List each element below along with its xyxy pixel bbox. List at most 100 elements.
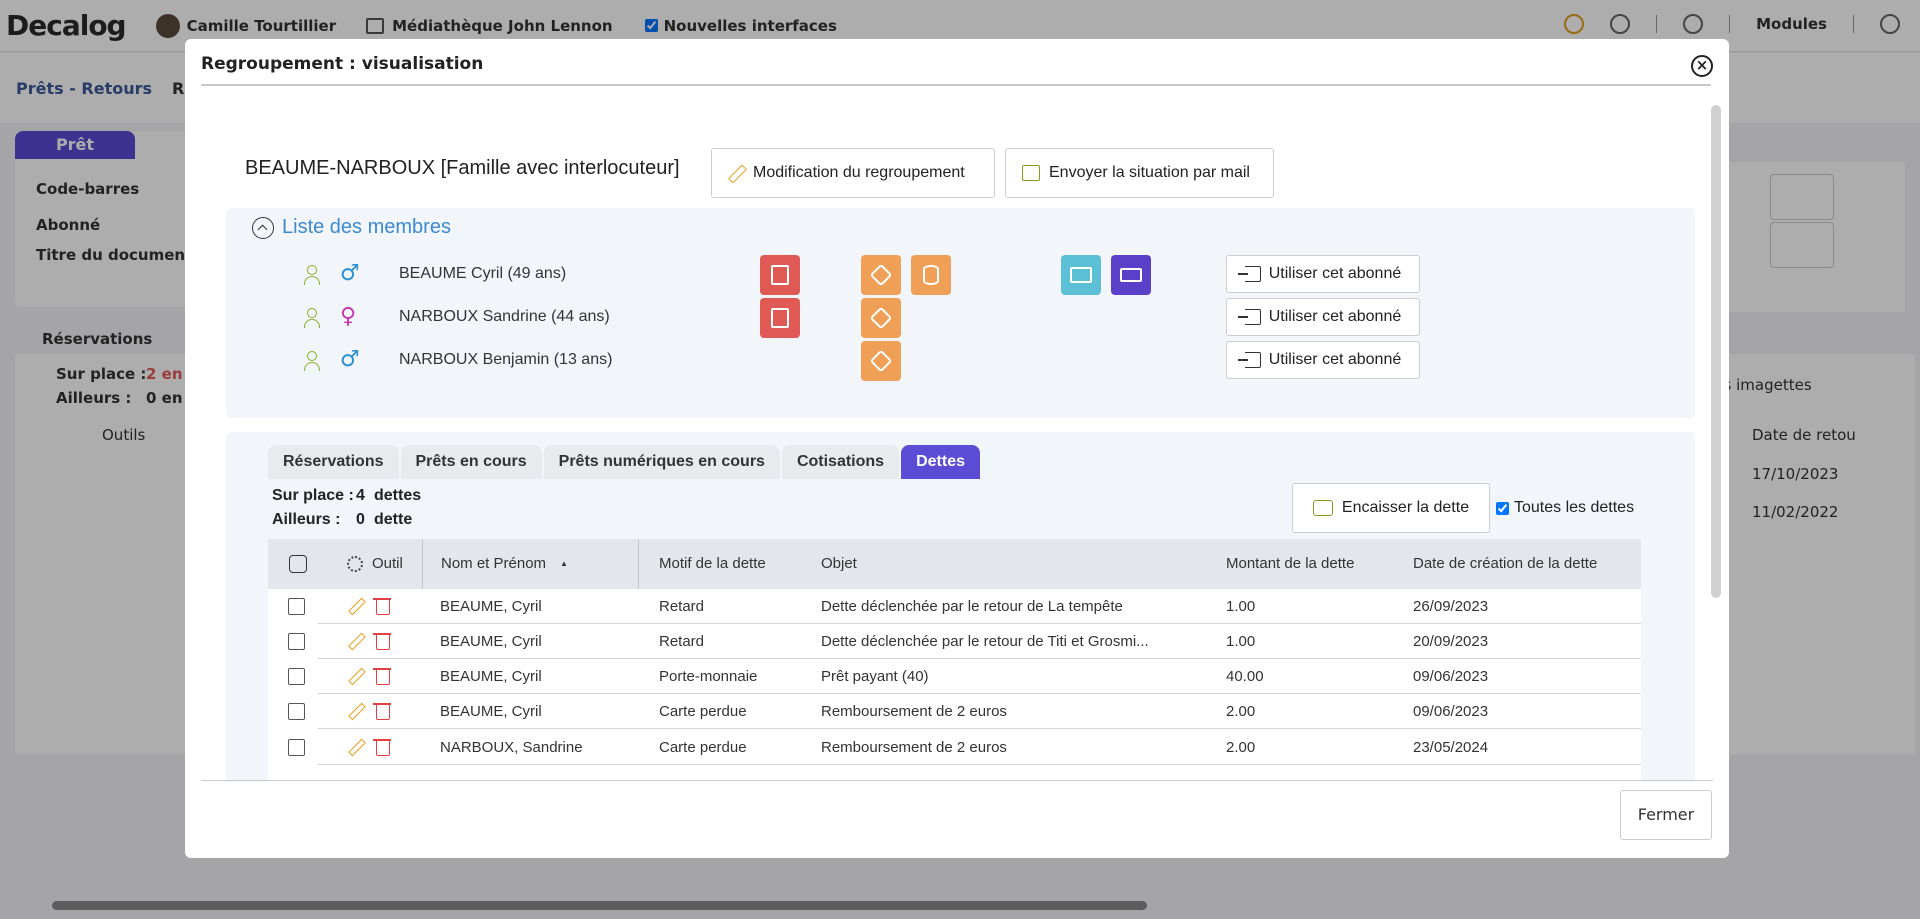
app-logo[interactable]: Decalog [6,9,127,42]
modal-body: BEAUME-NARBOUX [Famille avec interlocute… [220,102,1695,782]
modify-group-button[interactable]: Modification du regroupement [711,148,995,198]
divider [1729,15,1731,33]
col-reason[interactable]: Motif de la dette [659,555,766,572]
cell-date: 09/06/2023 [1413,703,1489,720]
table-row[interactable]: BEAUME, Cyril Carte perdue Remboursement… [268,694,1641,729]
collect-debt-button[interactable]: Encaisser la dette [1292,483,1490,533]
col-object[interactable]: Objet [821,555,857,572]
all-debts-checkbox[interactable] [1496,501,1509,515]
broadcast-icon[interactable] [1564,14,1585,34]
use-subscriber-label: Utiliser cet abonné [1268,265,1402,282]
cell-object: Remboursement de 2 euros [821,703,1007,720]
nav-prets-retours[interactable]: Prêts - Retours [16,79,153,98]
card-badge-icon[interactable] [760,255,800,295]
sur-place-label: Sur place : [272,487,354,504]
select-all-checkbox[interactable] [289,555,307,573]
new-interfaces-checkbox[interactable] [644,19,658,32]
group-modal: Regroupement : visualisation × BEAUME-NA… [185,39,1729,858]
pencil-icon[interactable] [348,668,364,684]
tag-badge-icon[interactable] [861,341,901,381]
tab-reservations-bg[interactable]: Réservations [42,330,153,348]
row-checkbox[interactable] [288,633,305,650]
member-row: ♀ NARBOUX Sandrine (44 ans) Utiliser cet… [226,298,1695,338]
building-icon [366,17,385,34]
modal-scrollbar[interactable] [1711,105,1721,598]
col-divider[interactable] [638,539,639,589]
money-icon [1312,500,1333,516]
trash-icon[interactable] [373,633,391,650]
library-selector[interactable]: Médiathèque John Lennon [366,16,613,35]
tab-dettes[interactable]: Dettes [901,445,980,479]
row-checkbox[interactable] [288,598,305,615]
table-row[interactable]: BEAUME, Cyril Retard Dette déclenchée pa… [268,589,1641,624]
use-subscriber-button[interactable]: Utiliser cet abonné [1226,255,1420,293]
new-interfaces-toggle[interactable]: Nouvelles interfaces [644,17,837,35]
ailleurs-label: Ailleurs : [272,511,341,528]
ticket-badge-icon[interactable] [1111,255,1151,295]
col-tool[interactable]: Outil [372,555,403,572]
table-row[interactable]: NARBOUX, Sandrine Carte perdue Rembourse… [268,730,1641,765]
send-mail-button[interactable]: Envoyer la situation par mail [1005,148,1274,198]
cell-object: Prêt payant (40) [821,668,929,685]
close-icon[interactable]: × [1691,55,1713,77]
info-icon[interactable] [1880,14,1900,34]
sort-asc-icon[interactable]: ▲ [560,559,568,568]
login-icon [1237,309,1261,325]
outils-label-bg[interactable]: Outils [102,426,146,444]
row-checkbox[interactable] [288,668,305,685]
library-name: Médiathèque John Lennon [392,16,613,35]
tab-pret[interactable]: Prêt [15,131,135,159]
trash-icon[interactable] [373,598,391,615]
user-menu[interactable]: Camille Tourtillier [155,13,337,38]
message-badge-icon[interactable] [1061,255,1101,295]
pencil-icon[interactable] [348,598,364,614]
alert-button[interactable] [1770,174,1834,220]
cell-reason: Retard [659,633,705,650]
modify-group-label: Modification du regroupement [753,164,965,181]
tab-cotisations[interactable]: Cotisations [781,445,900,479]
debts-table: Outil Nom et Prénom ▲ Motif de la dette … [268,539,1641,782]
trash-icon[interactable] [373,703,391,720]
table-row[interactable]: BEAUME, Cyril Porte-monnaie Prêt payant … [268,659,1641,694]
user-name: Camille Tourtillier [186,16,337,35]
pencil-icon[interactable] [348,703,364,719]
database-badge-icon[interactable] [911,255,951,295]
pencil-icon [728,165,744,181]
col-date[interactable]: Date de création de la dette [1413,555,1598,572]
close-button[interactable]: Fermer [1620,790,1712,840]
tab-reservations[interactable]: Réservations [268,445,399,479]
tab-prets-numeriques[interactable]: Prêts numériques en cours [543,445,780,479]
chevron-up-icon [252,216,274,239]
cell-amount: 2.00 [1226,739,1256,756]
send-mail-label: Envoyer la situation par mail [1049,164,1250,181]
use-subscriber-button[interactable]: Utiliser cet abonné [1226,341,1420,379]
card-badge-icon[interactable] [760,298,800,338]
bell-icon[interactable] [1610,14,1631,34]
all-debts-toggle[interactable]: Toutes les dettes [1496,499,1634,517]
row-checkbox[interactable] [288,703,305,720]
gear-icon[interactable] [347,556,363,572]
table-row[interactable]: BEAUME, Cyril Retard Dette déclenchée pa… [268,624,1641,659]
use-subscriber-button[interactable]: Utiliser cet abonné [1226,298,1420,336]
modules-menu[interactable]: Modules [1756,15,1827,33]
sur-place-count: 4 [356,487,365,504]
cell-date: 26/09/2023 [1413,598,1489,615]
edit-button[interactable] [1770,222,1834,268]
col-amount[interactable]: Montant de la dette [1226,555,1355,572]
col-name[interactable]: Nom et Prénom [441,555,547,572]
modal-title: Regroupement : visualisation [201,54,484,74]
pencil-icon[interactable] [348,633,364,649]
date-retour-1: 17/10/2023 [1752,465,1839,483]
tab-prets-en-cours[interactable]: Prêts en cours [400,445,542,479]
pencil-icon[interactable] [348,739,364,755]
trash-icon[interactable] [373,739,391,756]
sur-place-value-bg: 2 en [146,365,183,383]
tag-badge-icon[interactable] [861,255,901,295]
tag-badge-icon[interactable] [861,298,901,338]
windows-icon[interactable] [1683,14,1704,34]
trash-icon[interactable] [373,668,391,685]
row-checkbox[interactable] [288,739,305,756]
members-toggle[interactable]: Liste des membres [252,216,451,239]
horizontal-scrollbar[interactable] [52,901,1147,910]
login-icon [1237,266,1261,282]
